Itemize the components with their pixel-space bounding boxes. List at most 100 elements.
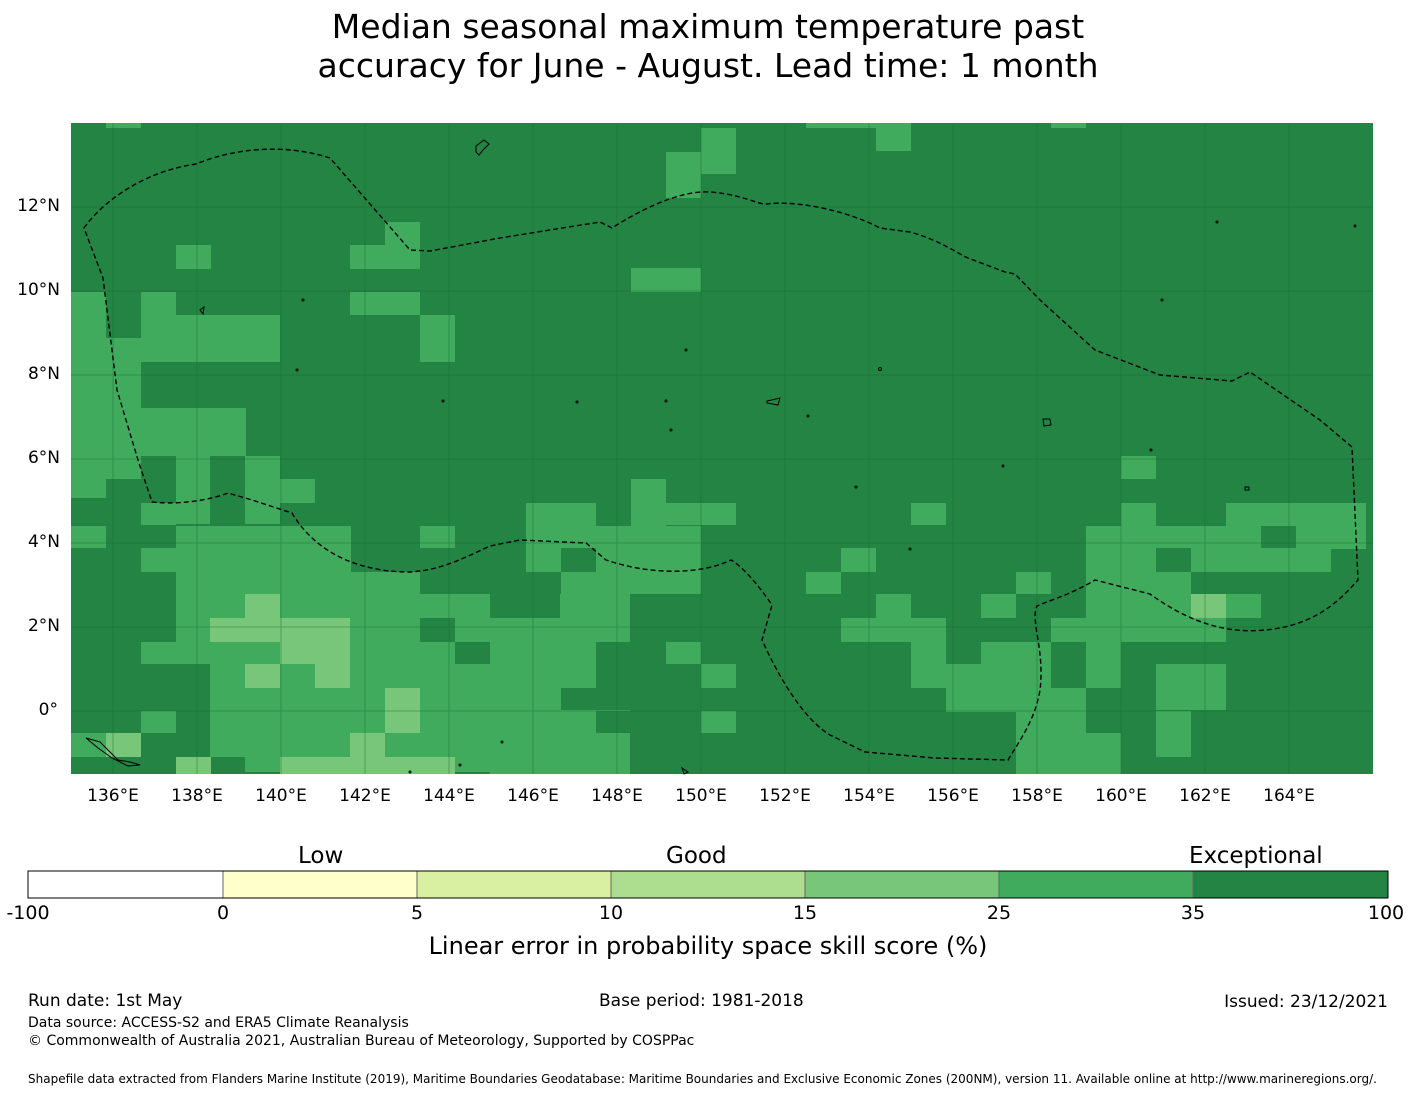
lon-tick-label: 162°E bbox=[1179, 786, 1231, 806]
atoll bbox=[854, 485, 858, 489]
island-pohnpei bbox=[1042, 418, 1052, 427]
skill-cell bbox=[455, 642, 490, 664]
lon-tick-label: 140°E bbox=[255, 786, 307, 806]
skill-cell bbox=[1051, 618, 1226, 642]
skill-cell bbox=[210, 618, 280, 642]
issued-date: Issued: 23/12/2021 bbox=[1224, 992, 1388, 1012]
lat-tick-label: 6°N bbox=[27, 448, 60, 468]
skill-cell bbox=[946, 642, 981, 664]
colorbar bbox=[27, 870, 1389, 899]
skill-cell bbox=[1156, 711, 1191, 757]
atoll bbox=[441, 399, 445, 403]
island-small-south bbox=[681, 766, 689, 775]
skill-cell bbox=[1086, 572, 1191, 618]
atoll bbox=[878, 367, 882, 371]
colorbar-tick-label: 5 bbox=[410, 902, 424, 924]
skill-cell bbox=[420, 618, 455, 642]
skill-cell bbox=[1226, 548, 1331, 572]
lat-tick-label: 2°N bbox=[27, 616, 60, 636]
category-label-good: Good bbox=[666, 843, 727, 869]
lat-tick-label: 10°N bbox=[17, 280, 60, 300]
colorbar-title: Linear error in probability space skill … bbox=[428, 932, 988, 960]
data-source: Data source: ACCESS-S2 and ERA5 Climate … bbox=[28, 1015, 409, 1031]
lon-tick-label: 158°E bbox=[1011, 786, 1063, 806]
colorbar-tick-label: 25 bbox=[986, 902, 1012, 924]
skill-cell bbox=[245, 664, 280, 688]
skill-cell bbox=[1121, 733, 1156, 774]
colorbar-segment-4 bbox=[610, 870, 806, 899]
colorbar-segment-6 bbox=[998, 870, 1194, 899]
run-date: Run date: 1st May bbox=[28, 991, 183, 1011]
skill-cell bbox=[1156, 548, 1191, 572]
island-guam bbox=[475, 139, 490, 156]
skill-cell bbox=[1191, 594, 1226, 618]
colorbar-tick-label: 15 bbox=[792, 902, 818, 924]
skill-cell bbox=[71, 526, 106, 548]
atoll bbox=[806, 414, 810, 418]
lon-tick-label: 146°E bbox=[507, 786, 559, 806]
colorbar-tick-label: 0 bbox=[216, 902, 230, 924]
skill-cell bbox=[981, 618, 1016, 642]
lon-tick-label: 142°E bbox=[339, 786, 391, 806]
island-new-guinea bbox=[85, 737, 141, 767]
skill-cell bbox=[631, 268, 701, 292]
atoll bbox=[1215, 220, 1219, 224]
atoll bbox=[664, 399, 668, 403]
islands bbox=[85, 139, 1357, 775]
skill-cell bbox=[106, 123, 141, 128]
lat-tick-label: 4°N bbox=[27, 532, 60, 552]
skill-cell bbox=[526, 548, 561, 572]
lon-tick-label: 154°E bbox=[843, 786, 895, 806]
skill-cell bbox=[596, 711, 631, 733]
lon-tick-label: 164°E bbox=[1263, 786, 1315, 806]
skill-cell bbox=[911, 503, 946, 525]
atoll bbox=[408, 770, 412, 774]
gridlines bbox=[71, 123, 1373, 774]
lon-tick-label: 138°E bbox=[171, 786, 223, 806]
skill-cell bbox=[911, 642, 946, 688]
eez-boundary bbox=[83, 148, 1359, 761]
colorbar-tick-label: 35 bbox=[1180, 902, 1206, 924]
skill-cell bbox=[71, 338, 141, 498]
base-period: Base period: 1981-2018 bbox=[599, 991, 804, 1011]
skill-cell bbox=[701, 711, 736, 733]
map-title-line-1: Median seasonal maximum temperature past bbox=[331, 7, 1085, 46]
lon-tick-label: 152°E bbox=[759, 786, 811, 806]
skill-cell bbox=[1191, 572, 1226, 594]
colorbar-tick-label: 10 bbox=[598, 902, 624, 924]
skill-cell bbox=[420, 315, 455, 362]
skill-cell bbox=[876, 123, 911, 151]
atoll bbox=[295, 368, 299, 372]
skill-cell bbox=[280, 618, 350, 664]
skill-cell bbox=[1121, 664, 1156, 688]
lon-tick-label: 148°E bbox=[591, 786, 643, 806]
skill-cell bbox=[666, 152, 701, 198]
shapefile-credit: Shapefile data extracted from Flanders M… bbox=[28, 1072, 1377, 1086]
skill-cell bbox=[666, 642, 701, 664]
skill-cell bbox=[176, 757, 211, 774]
colorbar-segment-1 bbox=[27, 870, 224, 899]
category-label-exceptional: Exceptional bbox=[1189, 843, 1323, 869]
colorbar-segment-7 bbox=[1192, 870, 1389, 899]
colorbar-frame bbox=[27, 870, 1389, 899]
island-chuuk bbox=[766, 397, 781, 406]
skill-cell bbox=[350, 245, 420, 269]
lon-tick-label: 150°E bbox=[675, 786, 727, 806]
lon-tick-label: 136°E bbox=[87, 786, 139, 806]
skill-cell bbox=[141, 292, 176, 362]
atoll bbox=[458, 763, 462, 767]
skill-cell bbox=[141, 548, 176, 572]
skill-cell bbox=[701, 664, 736, 688]
skill-cell bbox=[1051, 123, 1086, 128]
skill-cell bbox=[1016, 572, 1051, 594]
atoll bbox=[669, 428, 673, 432]
colorbar-segment-5 bbox=[804, 870, 1000, 899]
skill-cell bbox=[280, 479, 315, 503]
lon-tick-label: 144°E bbox=[423, 786, 475, 806]
skill-cell bbox=[385, 222, 420, 245]
skill-cell bbox=[596, 642, 666, 688]
skill-cell bbox=[210, 757, 245, 774]
atoll bbox=[908, 547, 912, 551]
skill-cell bbox=[210, 456, 245, 526]
